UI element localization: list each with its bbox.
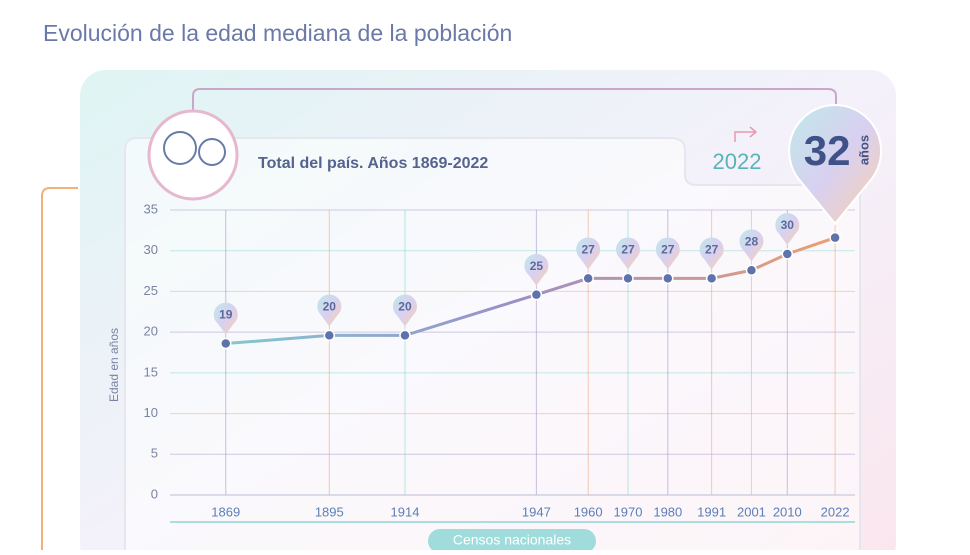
value-label: 27 xyxy=(661,243,675,257)
pin xyxy=(317,294,342,327)
x-tick-label: 1869 xyxy=(211,504,240,519)
pin xyxy=(615,237,640,270)
arrow-icon xyxy=(734,126,758,142)
x-tick-label: 1991 xyxy=(697,504,726,519)
pin xyxy=(213,302,238,335)
value-label: 25 xyxy=(530,259,544,273)
x-tick-label: 1980 xyxy=(653,504,682,519)
decor-line xyxy=(41,187,78,550)
y-tick-label: 20 xyxy=(144,324,158,339)
avatar-icon xyxy=(198,138,226,166)
highlight-value: 32 xyxy=(804,127,851,174)
pin xyxy=(576,237,601,270)
value-label: 28 xyxy=(745,234,759,248)
value-label: 20 xyxy=(398,300,412,314)
y-tick-label: 5 xyxy=(151,446,158,461)
chart-title: Evolución de la edad mediana de la pobla… xyxy=(43,20,512,46)
point xyxy=(781,248,794,260)
y-tick-label: 0 xyxy=(151,486,158,501)
x-tick-label: 1960 xyxy=(574,504,603,519)
value-label: 20 xyxy=(323,300,337,314)
pin xyxy=(655,237,680,270)
value-label: 27 xyxy=(705,243,719,257)
pin xyxy=(739,229,764,262)
highlight-unit: años xyxy=(857,135,872,165)
y-tick-label: 15 xyxy=(144,364,158,379)
value-label: 27 xyxy=(621,243,635,257)
avatar-icon xyxy=(163,131,197,165)
pin xyxy=(392,294,417,327)
x-tick-label: 2022 xyxy=(821,504,850,519)
point xyxy=(582,272,594,285)
point xyxy=(745,264,758,277)
x-tick-label: 1914 xyxy=(391,504,420,519)
value-label: 30 xyxy=(781,218,795,232)
pin xyxy=(699,237,724,270)
point xyxy=(323,329,336,342)
highlight-year: 2022 xyxy=(713,149,762,174)
value-label: 27 xyxy=(581,243,595,257)
pin xyxy=(775,213,800,245)
point xyxy=(705,272,718,285)
value-label: 19 xyxy=(219,308,233,322)
y-tick-label: 35 xyxy=(144,201,158,216)
y-tick-label: 10 xyxy=(144,405,158,420)
highlight-pin xyxy=(788,104,883,226)
point xyxy=(220,337,232,350)
avatar-icon xyxy=(147,109,239,201)
x-tick-label: 1947 xyxy=(522,504,551,519)
x-tick-label: 1970 xyxy=(614,504,643,519)
point xyxy=(829,231,841,244)
x-tick-label: 1895 xyxy=(315,504,344,519)
x-tick-label: 2010 xyxy=(773,504,802,519)
y-axis-label: Edad en años xyxy=(107,328,121,402)
point xyxy=(530,288,543,301)
point xyxy=(662,272,674,285)
x-axis-label: Censos nacionales xyxy=(453,532,571,548)
point xyxy=(622,272,634,285)
x-label-pill xyxy=(428,529,596,553)
point xyxy=(399,329,411,342)
chart-subtitle: Total del país. Años 1869-2022 xyxy=(258,155,488,172)
decor-line xyxy=(192,88,837,120)
y-tick-label: 30 xyxy=(144,242,158,257)
x-tick-label: 2001 xyxy=(737,504,766,519)
y-tick-label: 25 xyxy=(144,283,158,298)
pin xyxy=(524,253,549,286)
